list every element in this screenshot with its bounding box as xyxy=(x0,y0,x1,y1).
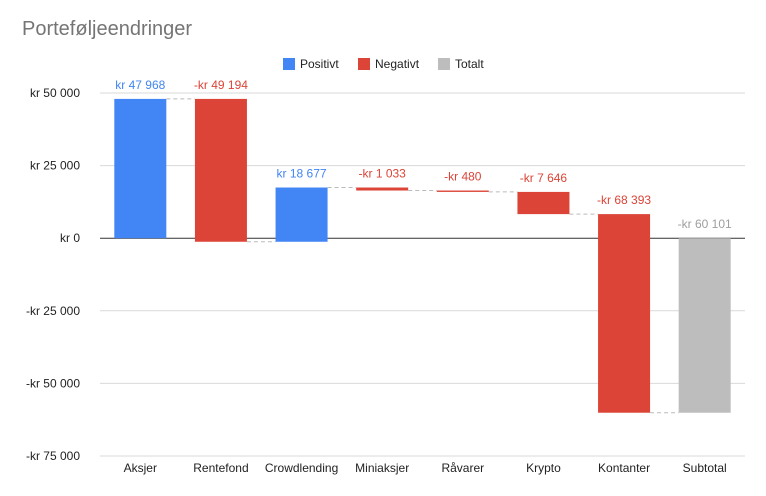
legend-label: Totalt xyxy=(455,57,484,71)
x-tick-label: Rentefond xyxy=(193,461,248,475)
bar-subtotal xyxy=(678,238,731,413)
data-label: -kr 60 101 xyxy=(678,217,732,231)
y-tick-label: kr 25 000 xyxy=(30,159,80,173)
data-label: kr 18 677 xyxy=(277,167,327,181)
x-tick-label: Råvarer xyxy=(441,461,484,475)
legend-label: Positivt xyxy=(300,57,339,71)
chart-title: Porteføljeendringer xyxy=(22,18,193,40)
x-tick-label: Aksjer xyxy=(124,461,157,475)
bar-krypto xyxy=(517,191,570,215)
legend-swatch xyxy=(283,58,295,70)
y-tick-label: kr 0 xyxy=(60,231,80,245)
y-tick-label: kr 50 000 xyxy=(30,86,80,100)
bar-crowdlending xyxy=(275,187,328,242)
x-tick-label: Crowdlending xyxy=(265,461,338,475)
bar-kontanter xyxy=(598,214,651,413)
x-tick-label: Miniaksjer xyxy=(355,461,409,475)
legend-swatch xyxy=(358,58,370,70)
data-label: -kr 480 xyxy=(444,170,482,184)
bar-rentefond xyxy=(194,98,247,242)
x-tick-label: Subtotal xyxy=(683,461,727,475)
data-label: -kr 1 033 xyxy=(359,167,407,181)
legend-label: Negativt xyxy=(375,57,420,71)
data-label: -kr 7 646 xyxy=(520,171,568,185)
bar-miniaksjer xyxy=(356,187,409,191)
y-tick-label: -kr 25 000 xyxy=(26,304,80,318)
legend-swatch xyxy=(438,58,450,70)
x-tick-label: Krypto xyxy=(526,461,561,475)
bar-råvarer xyxy=(436,190,489,192)
y-tick-label: -kr 50 000 xyxy=(26,376,80,390)
data-label: kr 47 968 xyxy=(115,78,165,92)
data-label: -kr 68 393 xyxy=(597,193,651,207)
bar-aksjer xyxy=(114,98,167,239)
y-tick-label: -kr 75 000 xyxy=(26,449,80,463)
x-tick-label: Kontanter xyxy=(598,461,650,475)
data-label: -kr 49 194 xyxy=(194,78,248,92)
